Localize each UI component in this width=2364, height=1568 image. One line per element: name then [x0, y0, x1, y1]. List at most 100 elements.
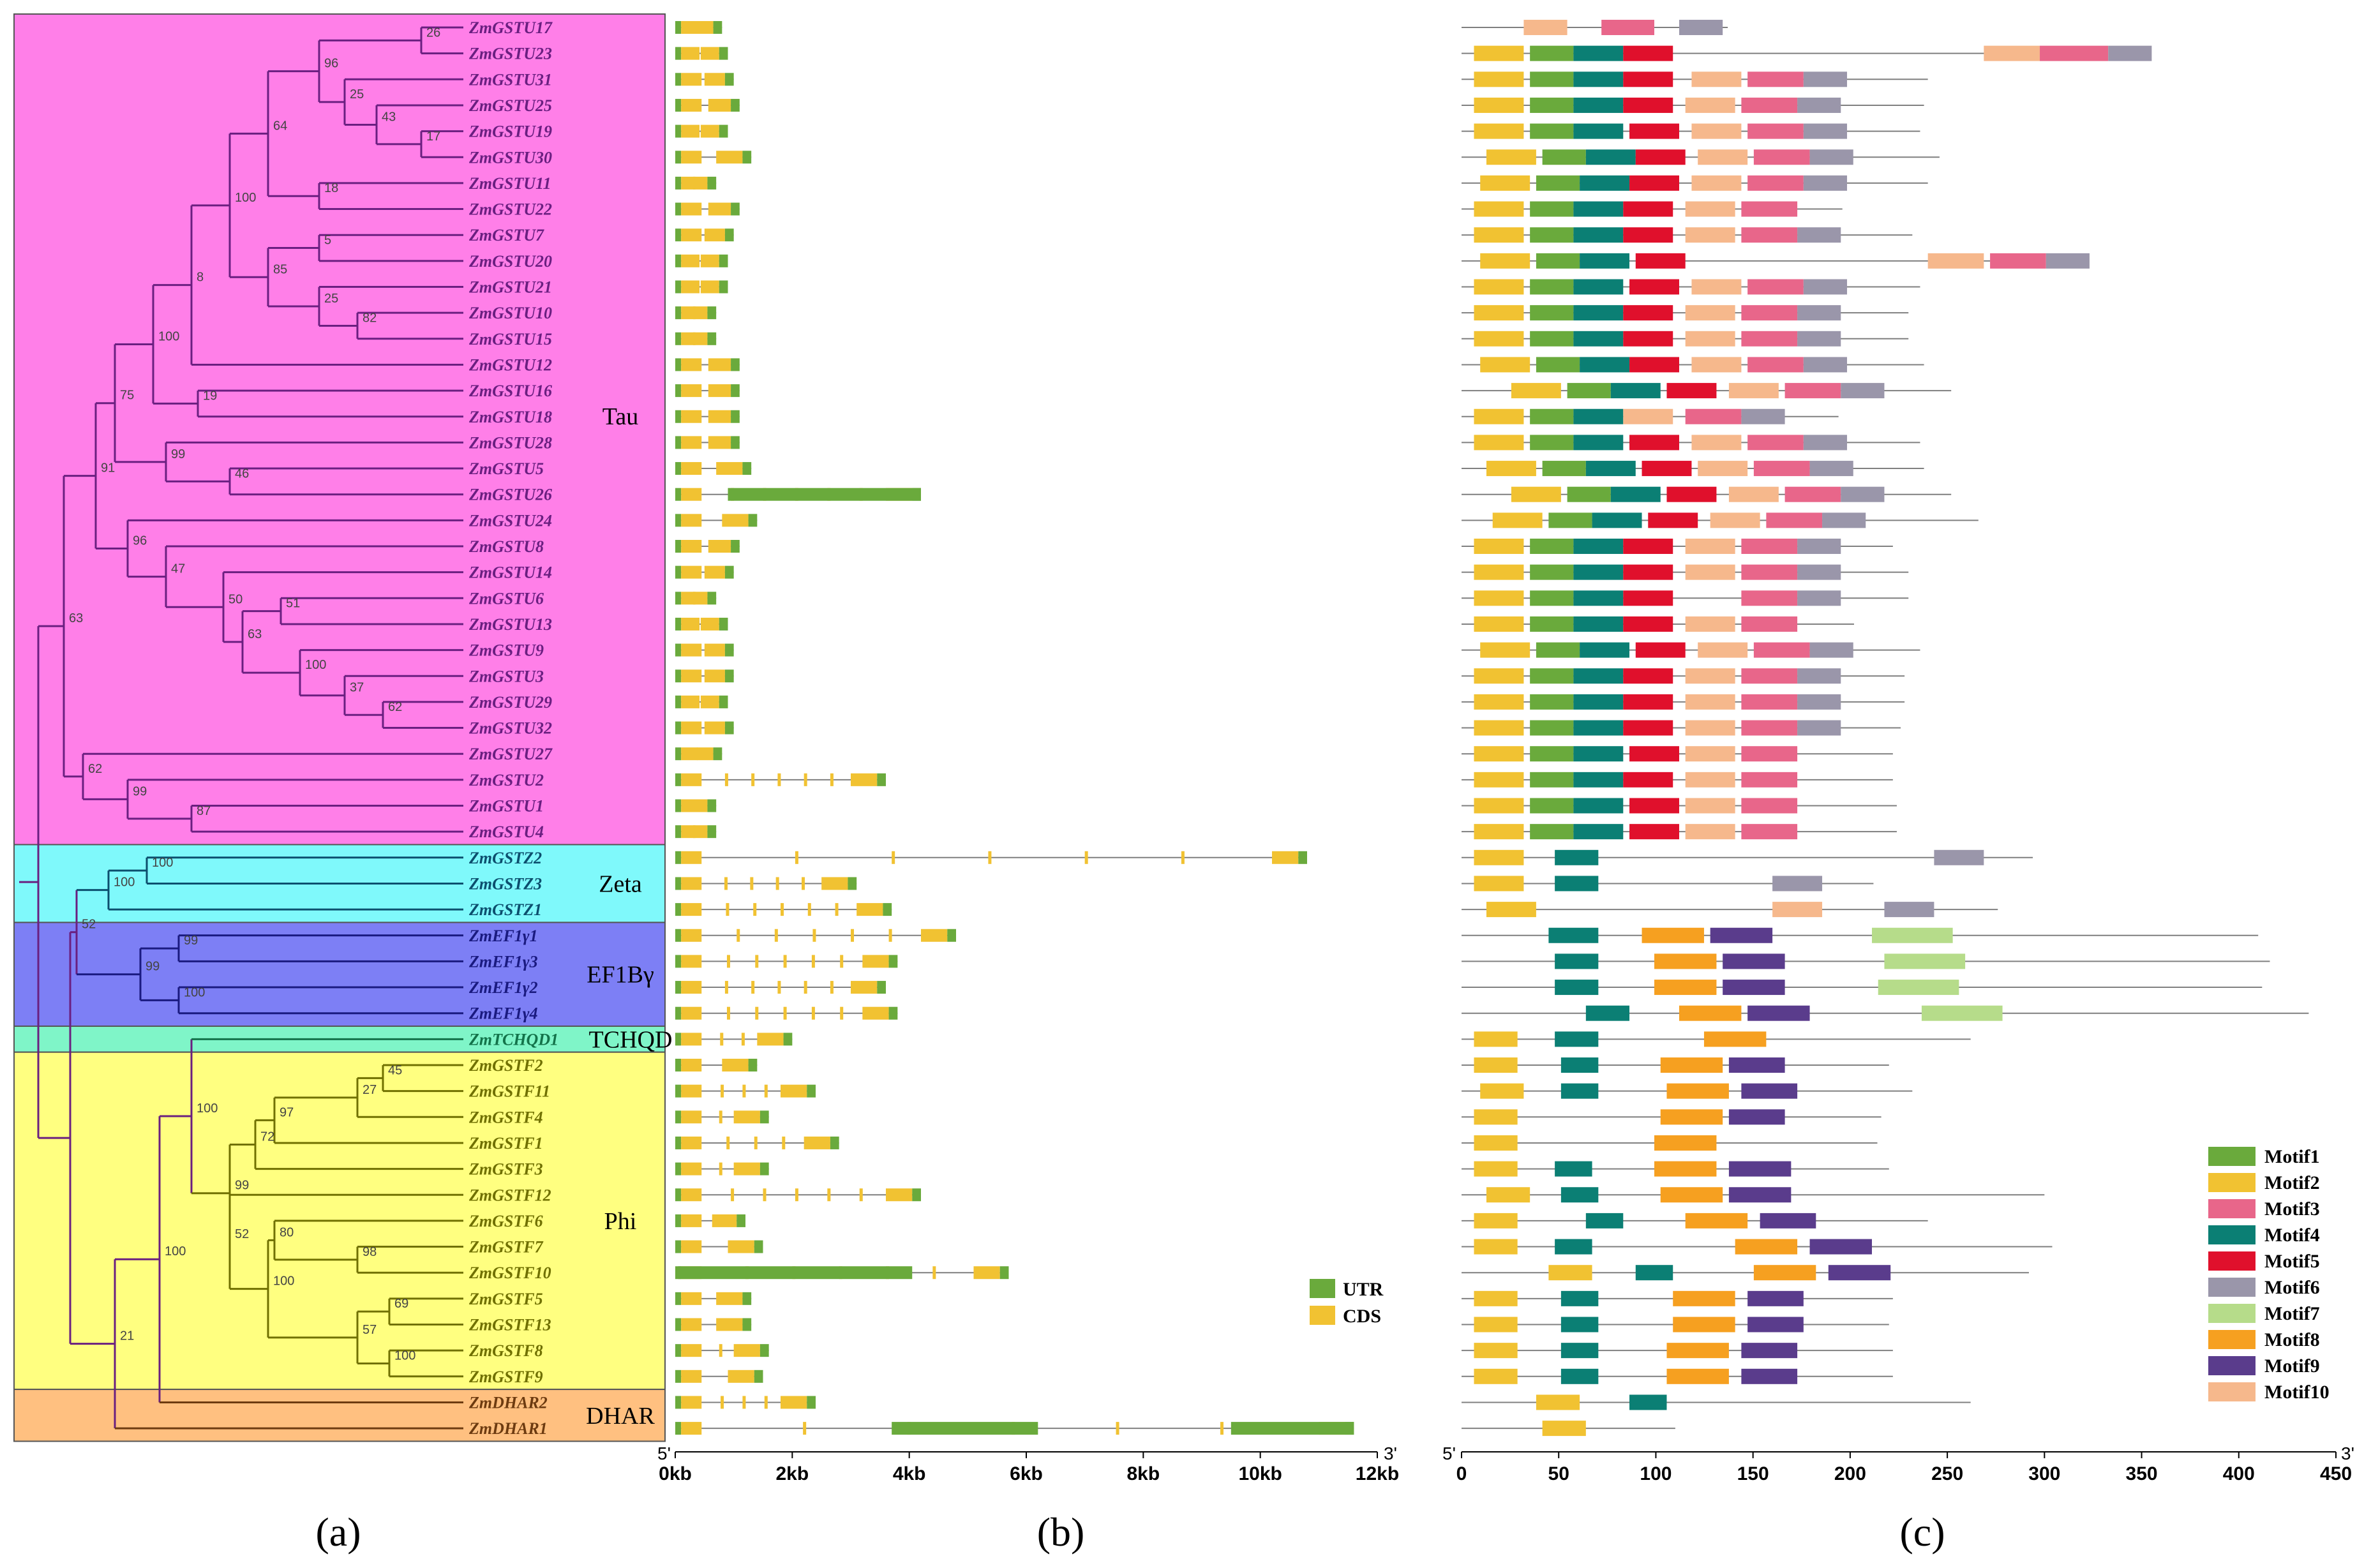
phylogenetic-tree: 26 17 43 25 96 18 64 5 82 25 85 100 8 19 100 46 99 75 51 62… [19, 26, 463, 1430]
utr-block [848, 877, 857, 890]
utr-block [724, 228, 734, 242]
bootstrap-value: 75 [120, 389, 134, 403]
bootstrap-value: 19 [203, 389, 217, 403]
motif-block [1474, 849, 1524, 865]
utr-block [675, 410, 682, 423]
motif-block [1648, 512, 1698, 528]
motif-block [1685, 720, 1735, 736]
motif-block [1685, 616, 1735, 632]
motif-block [1654, 1135, 1717, 1151]
gene-label: ZmGSTU14 [468, 564, 552, 582]
motif-block [1673, 1317, 1735, 1333]
motif-block [1536, 1394, 1580, 1410]
utr-block [675, 1292, 682, 1305]
utr-block [888, 1006, 898, 1020]
motif-block [1654, 953, 1717, 969]
motif-block [1548, 512, 1592, 528]
cds-block [692, 176, 708, 190]
bootstrap-value: 64 [273, 119, 287, 133]
cds-block [830, 773, 834, 786]
cds-block [781, 903, 784, 916]
motif-block [1679, 1005, 1742, 1021]
motif-block [1530, 123, 1574, 139]
motif-block [1629, 279, 1679, 295]
motif-block [1741, 408, 1785, 424]
end-5-c: 5' [1442, 1444, 1456, 1463]
motif-block [1828, 1265, 1891, 1281]
gene-label: ZmGSTF4 [468, 1108, 543, 1126]
motif-block [1685, 539, 1735, 554]
motif-legend-label: Motif3 [2264, 1198, 2320, 1220]
bootstrap-value: 100 [305, 658, 326, 672]
motif-block [1486, 902, 1536, 918]
utr-block [707, 825, 717, 839]
utr-block [783, 1033, 793, 1046]
cds-block [857, 903, 883, 916]
utr-block [675, 1396, 682, 1409]
cds-block [681, 1344, 702, 1357]
band-dhar [13, 1389, 666, 1442]
cds-block [696, 21, 714, 34]
bootstrap-value: 82 [363, 311, 377, 325]
bootstrap-value: 85 [273, 262, 287, 276]
cds-block [764, 1396, 768, 1409]
gene-label: ZmGSTU9 [468, 641, 544, 660]
motif-block [1474, 772, 1524, 788]
motif-block [1741, 1368, 1798, 1384]
motif-block [1990, 253, 2046, 269]
bootstrap-value: 63 [69, 611, 83, 625]
motif-block [1474, 97, 1524, 113]
group-label-zeta: Zeta [599, 870, 642, 897]
gene-label: ZmGSTU20 [468, 252, 552, 271]
utr-block [675, 202, 682, 216]
cds-block [774, 929, 778, 942]
bootstrap-value: 63 [248, 627, 262, 641]
motif-block [1623, 564, 1673, 580]
gene-label: ZmEF1γ3 [468, 952, 538, 971]
utr-block [912, 1188, 921, 1202]
motif-block [1772, 876, 1823, 892]
cds-block [692, 306, 708, 320]
gene-label: ZmGSTU31 [468, 70, 552, 89]
utr-block [675, 228, 682, 242]
motif-block [1523, 20, 1567, 35]
motif-block [1673, 1290, 1735, 1306]
motif-block [1921, 1005, 2003, 1021]
cds-block [681, 1033, 702, 1046]
cds-block [1116, 1422, 1119, 1435]
motif-block [1934, 849, 1984, 865]
utr-block [759, 1344, 769, 1357]
tick-label-c: 250 [1931, 1463, 1963, 1484]
cds-block [1220, 1422, 1224, 1435]
motif-block [1573, 590, 1624, 606]
motif-block [1629, 435, 1679, 451]
motif-block [1555, 1161, 1592, 1177]
utr-block [719, 47, 728, 60]
motif-block [1474, 1368, 1518, 1384]
bootstrap-value: 8 [197, 271, 204, 285]
legends: UTR CDS Motif1 Motif2 Motif3 Motif4 Motif5 Moti… [1310, 1146, 2330, 1403]
motif-legend-swatch [2208, 1330, 2256, 1349]
motif-block [1474, 539, 1524, 554]
cds-block [728, 1370, 754, 1383]
motif-block [1797, 590, 1841, 606]
cds-block [782, 1136, 786, 1149]
motif-block [1573, 331, 1624, 347]
gene-label: ZmGSTU1 [468, 797, 544, 816]
cds-block [795, 851, 798, 864]
motif-block [1511, 486, 1561, 502]
motif-block [1809, 642, 1853, 658]
utr-block [707, 799, 717, 812]
motif-block [1474, 1109, 1518, 1125]
motif-block [1623, 720, 1673, 736]
gene-label: ZmGSTU27 [468, 745, 553, 763]
motif-block [1878, 980, 1959, 996]
motif-block [1474, 227, 1524, 243]
cds-block [696, 747, 714, 761]
gene-label: ZmGSTF9 [468, 1368, 543, 1386]
motif-block [1623, 45, 1673, 61]
gene-label: ZmEF1γ1 [468, 927, 538, 945]
motif-block [1555, 876, 1599, 892]
gene-label: ZmGSTU21 [468, 278, 552, 297]
cds-block [704, 643, 725, 657]
